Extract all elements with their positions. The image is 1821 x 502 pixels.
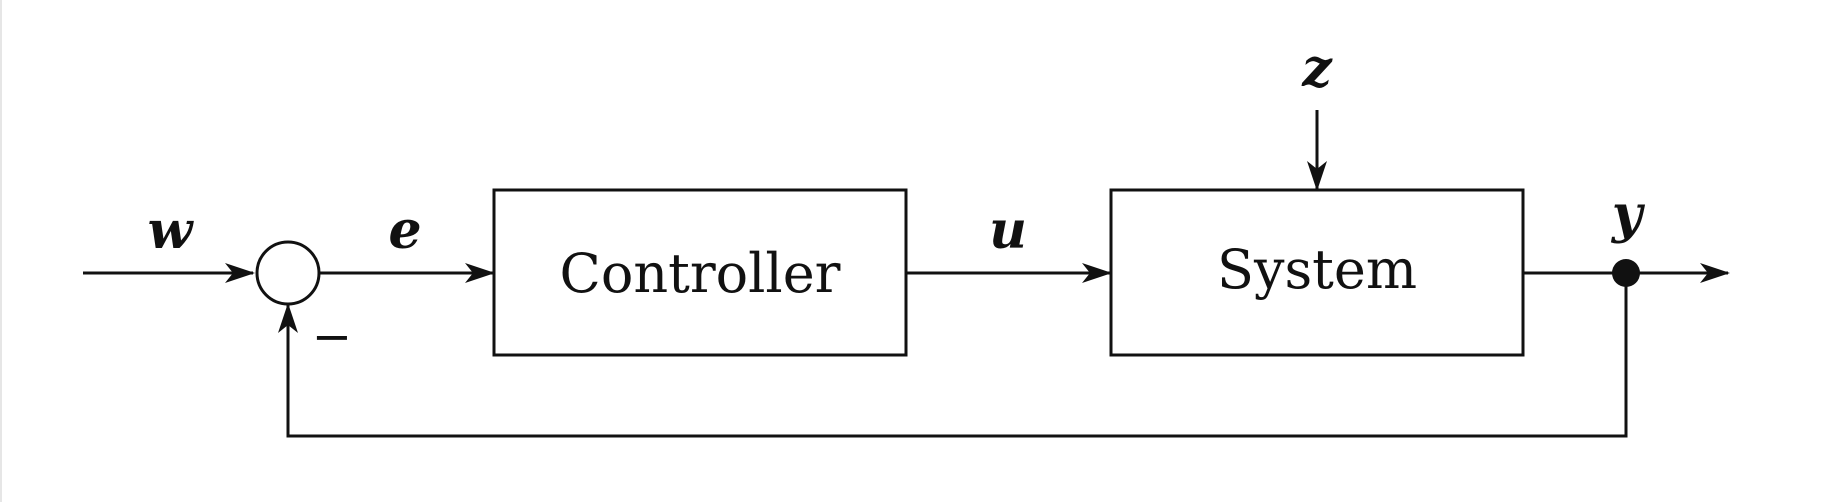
disturbance-label: z bbox=[1301, 38, 1333, 99]
minus-sign: − bbox=[312, 309, 352, 365]
output-label: y bbox=[1611, 184, 1646, 245]
control-label: u bbox=[989, 200, 1027, 261]
system-label: System bbox=[1217, 238, 1417, 301]
summing-junction bbox=[255, 240, 321, 306]
controller-block bbox=[492, 188, 908, 357]
error-label: e bbox=[388, 200, 421, 261]
page-left-rule bbox=[0, 0, 2, 502]
feedback-path bbox=[278, 273, 1628, 438]
reference-label: w bbox=[148, 200, 195, 261]
controller-label: Controller bbox=[560, 242, 841, 305]
